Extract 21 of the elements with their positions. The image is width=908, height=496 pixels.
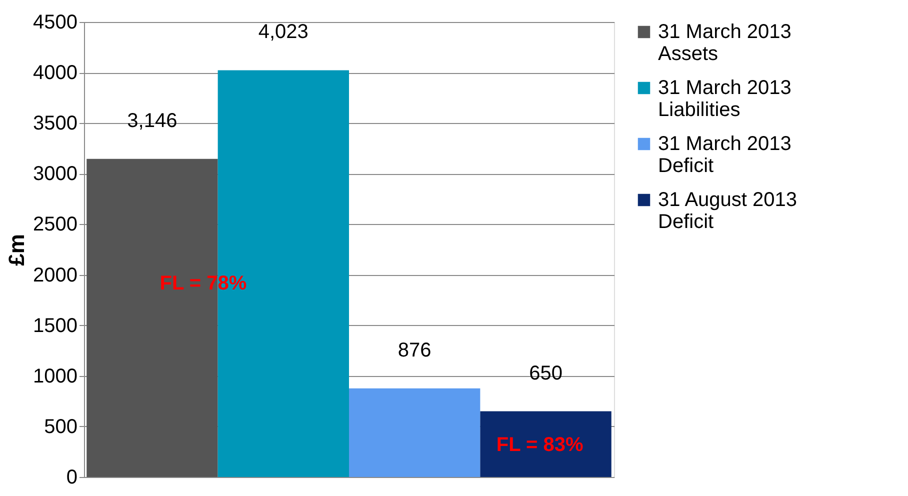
- y-tick-label: 1500: [33, 314, 78, 337]
- y-tick-label: 0: [66, 466, 78, 488]
- text: 4,023: [258, 21, 308, 44]
- y-tick-label: 2500: [33, 214, 78, 236]
- text: 3,146: [127, 110, 178, 132]
- y-tick-label: 500: [44, 416, 78, 438]
- y-tick-label: 1000: [33, 365, 78, 388]
- legend-label: 31 March 2013 Liabilities: [658, 77, 792, 121]
- y-tick-label: 4000: [33, 62, 78, 84]
- y-axis-title: £m: [4, 234, 30, 266]
- y-tick-label: 2000: [33, 264, 78, 286]
- y-tick-label: 3500: [33, 112, 78, 135]
- annotation: FL = 83%: [496, 434, 584, 456]
- legend-label: 31 March 2013 Assets: [658, 21, 792, 65]
- legend-label: 31 March 2013 Deficit: [658, 133, 792, 177]
- y-tick-label: 4500: [33, 12, 78, 34]
- text: 876: [398, 339, 432, 362]
- y-tick-label: 3000: [33, 163, 78, 186]
- text: 650: [529, 362, 562, 384]
- legend-label: 31 August 2013 Deficit: [658, 189, 798, 233]
- annotation: FL = 78%: [160, 272, 247, 295]
